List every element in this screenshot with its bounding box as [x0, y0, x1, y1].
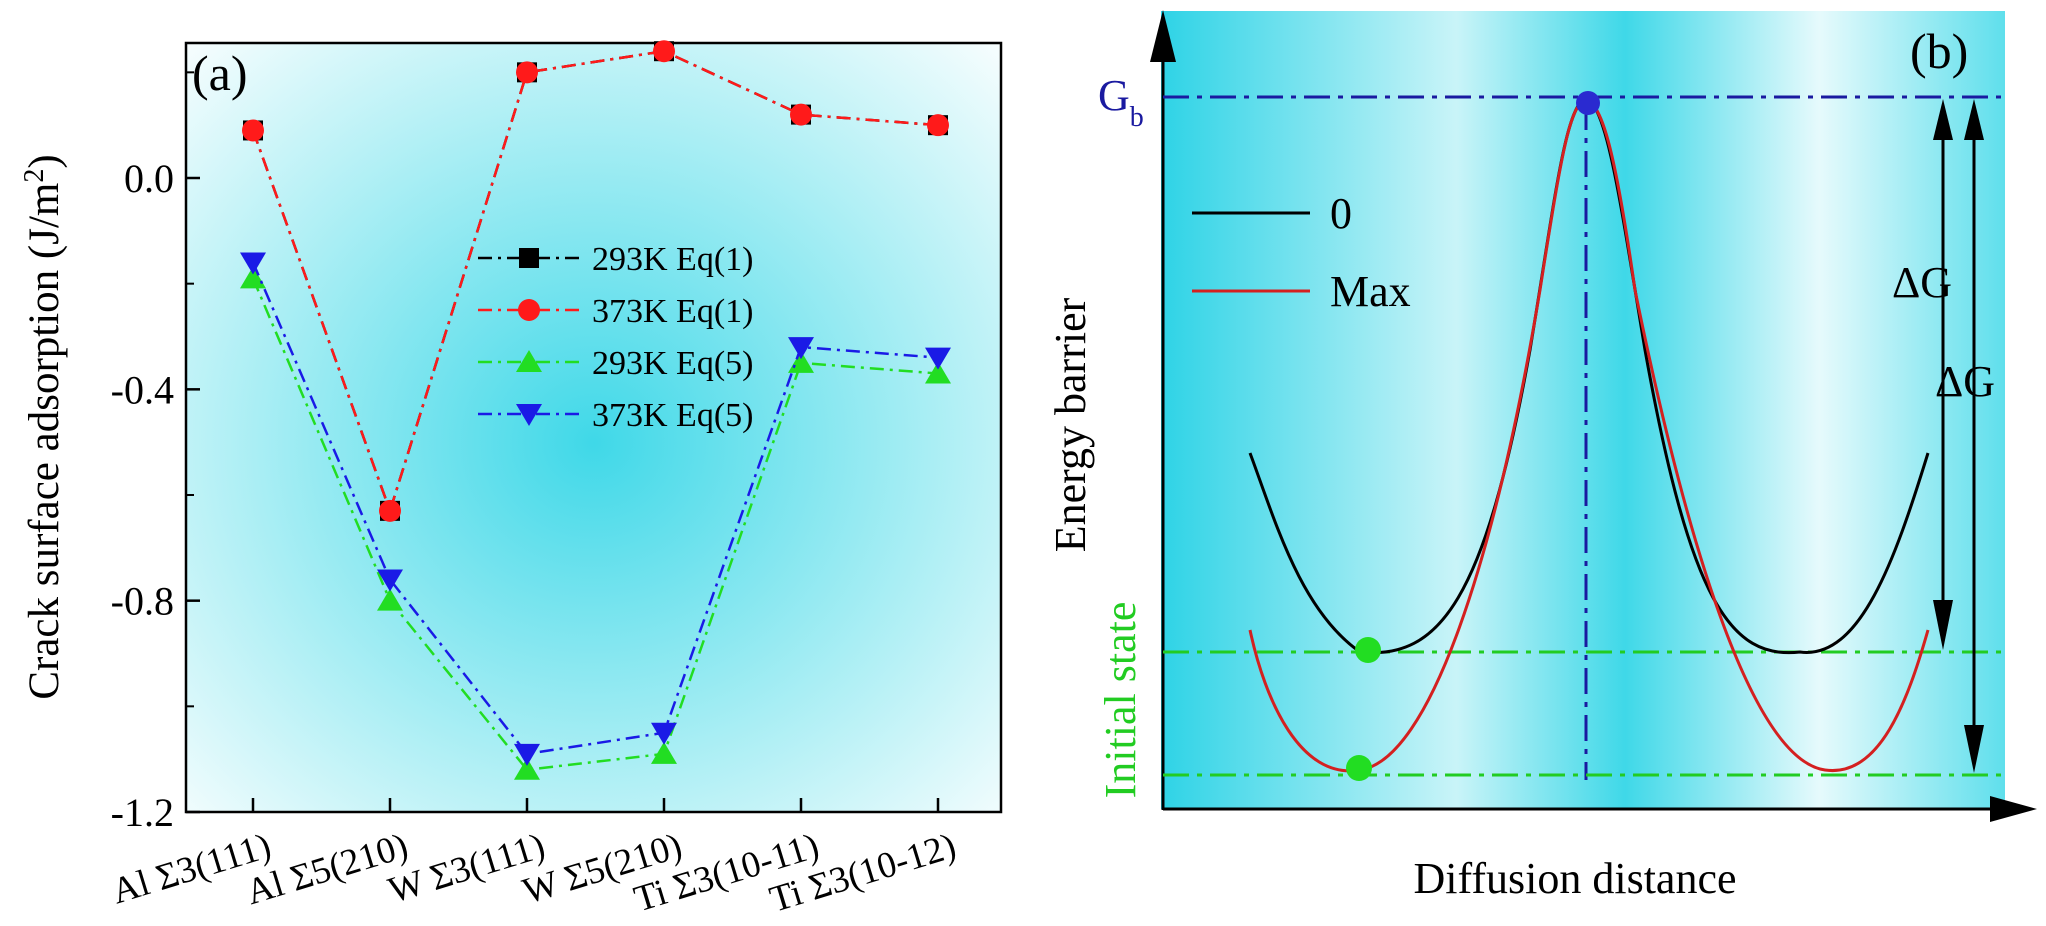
- panel-a-gridless-axes: [184, 41, 1003, 814]
- series-line-373k-eq-5-: [251, 262, 939, 756]
- legend-max-label: Max: [1330, 267, 1411, 316]
- panel-a-y-tick-label: -1.2: [111, 790, 174, 835]
- series-line-293k-eq-5-: [251, 277, 939, 772]
- panel-a-y-axis-label-suffix: ): [21, 154, 68, 168]
- panel-a-y-axis-label: Crack surface adsorption (J/m2): [19, 154, 69, 699]
- panel-a-plot-area: [186, 43, 1001, 812]
- panel-b-plot-area: [1161, 11, 2005, 809]
- panel-a-x-ticks: Al Σ3(111)Al Σ5(210)W Σ3(111)W Σ5(210)Ti…: [107, 798, 961, 921]
- legend-marker: [516, 404, 542, 426]
- data-point-373k-eq-5-: [240, 252, 266, 275]
- legend-label: 293K Eq(5): [592, 345, 753, 382]
- data-point-373k-eq-1-: [790, 103, 812, 126]
- panel-a-axes-frame: [184, 41, 1003, 814]
- panel-a-y-axis-label-superscript: 2: [19, 169, 50, 183]
- data-point-373k-eq-1-: [927, 114, 949, 137]
- delta-g-arrow-2-bottom-head: [1964, 725, 1984, 773]
- series-line-373k-eq-1-: [251, 49, 939, 515]
- delta-g-label-2: ΔG: [1935, 357, 1995, 406]
- panel-b-y-axis-label: Energy barrier: [1046, 297, 1095, 552]
- data-point-373k-eq-5-: [788, 337, 814, 360]
- data-point-373k-eq-5-: [651, 722, 677, 745]
- data-point-373k-eq-5-: [925, 347, 951, 370]
- legend-label: 373K Eq(5): [592, 397, 753, 434]
- delta-g-arrow-1-top-head: [1933, 99, 1953, 140]
- initial-state-marker-max: [1346, 755, 1372, 781]
- data-point-373k-eq-1-: [516, 61, 538, 84]
- panel-a-y-tick-label: 0.0: [124, 156, 174, 201]
- panel-a-y-axis-label-text: Crack surface adsorption (J/m: [21, 183, 68, 700]
- initial-state-label: Initial state: [1096, 602, 1145, 799]
- legend-zero-label: 0: [1330, 189, 1352, 238]
- data-point-373k-eq-1-: [242, 119, 264, 142]
- data-point-373k-eq-1-: [653, 40, 675, 63]
- data-point-293k-eq-5-: [651, 741, 677, 764]
- data-point-373k-eq-5-: [514, 743, 540, 766]
- panel-b-x-axis-arrow: [1990, 796, 2037, 822]
- panel-a-y-ticks: 0.0 -0.4 -0.8 -1.2: [111, 71, 200, 835]
- panel-b-x-axis-label: Diffusion distance: [1413, 854, 1736, 903]
- panel-a-label: (a): [192, 45, 248, 101]
- panel-b-y-axis-arrow: [1150, 10, 1176, 62]
- panel-a-legend: 293K Eq(1) 373K Eq(1) 293K Eq(5) 373K Eq(5): [478, 241, 753, 434]
- panel-b-label: (b): [1910, 23, 1968, 79]
- gb-label-main: G: [1098, 71, 1130, 120]
- barrier-peak-marker: [1576, 91, 1600, 115]
- panel-a: 0.0 -0.4 -0.8 -1.2 Al Σ3(111)Al Σ5(210)W Σ3…: [19, 40, 1003, 921]
- delta-g-label-1: ΔG: [1892, 258, 1952, 307]
- legend-label: 373K Eq(1): [592, 293, 753, 330]
- data-point-293k-eq-5-: [925, 361, 951, 384]
- legend-marker: [518, 299, 540, 321]
- panel-a-y-tick-label: -0.4: [111, 367, 174, 412]
- data-point-293k-eq-5-: [377, 588, 403, 611]
- panel-a-series: [240, 40, 951, 780]
- legend-marker: [519, 248, 539, 268]
- gb-label-subscript: b: [1130, 102, 1144, 133]
- gb-label: Gb: [1098, 71, 1144, 133]
- panel-a-x-tick-label: W Σ3(111): [384, 825, 550, 911]
- delta-g-arrow-1-bottom-head: [1933, 600, 1953, 650]
- data-point-373k-eq-5-: [377, 569, 403, 592]
- legend-marker: [516, 350, 542, 372]
- data-point-293k-eq-5-: [240, 266, 266, 289]
- delta-g-arrow-2-top-head: [1964, 99, 1984, 140]
- panel-b: 0 Max (b) Gb ΔG ΔG Energy barrier Initia…: [1046, 10, 2037, 903]
- data-point-293k-eq-5-: [514, 757, 540, 780]
- initial-state-marker-zero: [1355, 637, 1381, 663]
- data-point-373k-eq-1-: [379, 499, 401, 522]
- panel-a-y-tick-label: -0.8: [111, 579, 174, 624]
- legend-label: 293K Eq(1): [592, 241, 753, 278]
